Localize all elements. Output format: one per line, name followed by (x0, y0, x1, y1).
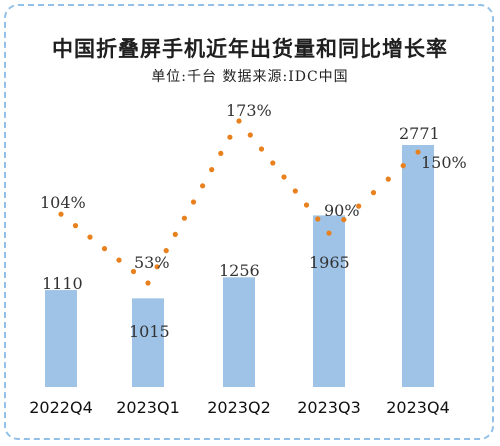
growth-dot (326, 230, 332, 236)
bar-value-label: 2771 (399, 124, 440, 143)
growth-dot (400, 163, 406, 169)
chart-title: 中国折叠屏手机近年出货量和同比增长率 (52, 37, 448, 61)
bar-2023Q4 (402, 145, 434, 387)
growth-dot (270, 160, 276, 166)
chart-subtitle: 单位:千台 数据来源:IDC中国 (151, 69, 349, 85)
x-tick-label: 2023Q4 (386, 398, 450, 417)
growth-dot (303, 202, 310, 208)
bar-value-label: 1110 (42, 274, 83, 293)
growth-dot (116, 257, 122, 263)
growth-rate-label: 53% (134, 253, 170, 272)
growth-dot (154, 264, 160, 270)
x-tick-label: 2023Q2 (207, 398, 271, 417)
growth-dot (145, 280, 151, 286)
growth-dot (218, 150, 224, 156)
growth-dot (247, 132, 253, 138)
growth-dot (281, 174, 287, 180)
growth-dot (258, 146, 265, 152)
growth-dot (292, 188, 298, 194)
bar-2023Q2 (223, 277, 255, 387)
growth-dot (356, 203, 362, 209)
growth-dot (72, 223, 79, 229)
growth-dot (87, 234, 93, 240)
growth-rate-label: 173% (226, 101, 272, 120)
growth-dot (163, 248, 169, 254)
growth-dot (190, 199, 197, 205)
x-tick-label: 2022Q4 (29, 398, 93, 417)
growth-dot (370, 190, 377, 196)
chart-frame (4, 4, 494, 440)
growth-dot (58, 211, 64, 217)
bar-value-label: 1015 (129, 322, 170, 341)
x-tick-label: 2023Q3 (297, 398, 361, 417)
growth-dot (172, 231, 178, 237)
growth-dot (130, 268, 137, 275)
growth-dot (236, 118, 242, 124)
bar-value-label: 1965 (309, 253, 350, 272)
growth-rate-label: 104% (40, 193, 86, 212)
growth-dot (101, 246, 108, 252)
bar-2023Q3 (313, 215, 345, 387)
growth-dot (415, 149, 421, 155)
growth-dot (341, 217, 347, 223)
growth-rate-label: 150% (421, 153, 467, 172)
growth-dot (181, 215, 187, 221)
growth-dot (200, 183, 206, 189)
bar-2022Q4 (45, 290, 77, 387)
bar-2023Q1 (132, 298, 164, 387)
growth-dot (385, 176, 391, 182)
bar-value-label: 1256 (219, 261, 260, 280)
x-tick-label: 2023Q1 (116, 398, 180, 417)
growth-rate-label: 90% (324, 201, 360, 220)
growth-dot (227, 134, 233, 140)
growth-dot (315, 216, 321, 222)
growth-dot (209, 167, 215, 173)
